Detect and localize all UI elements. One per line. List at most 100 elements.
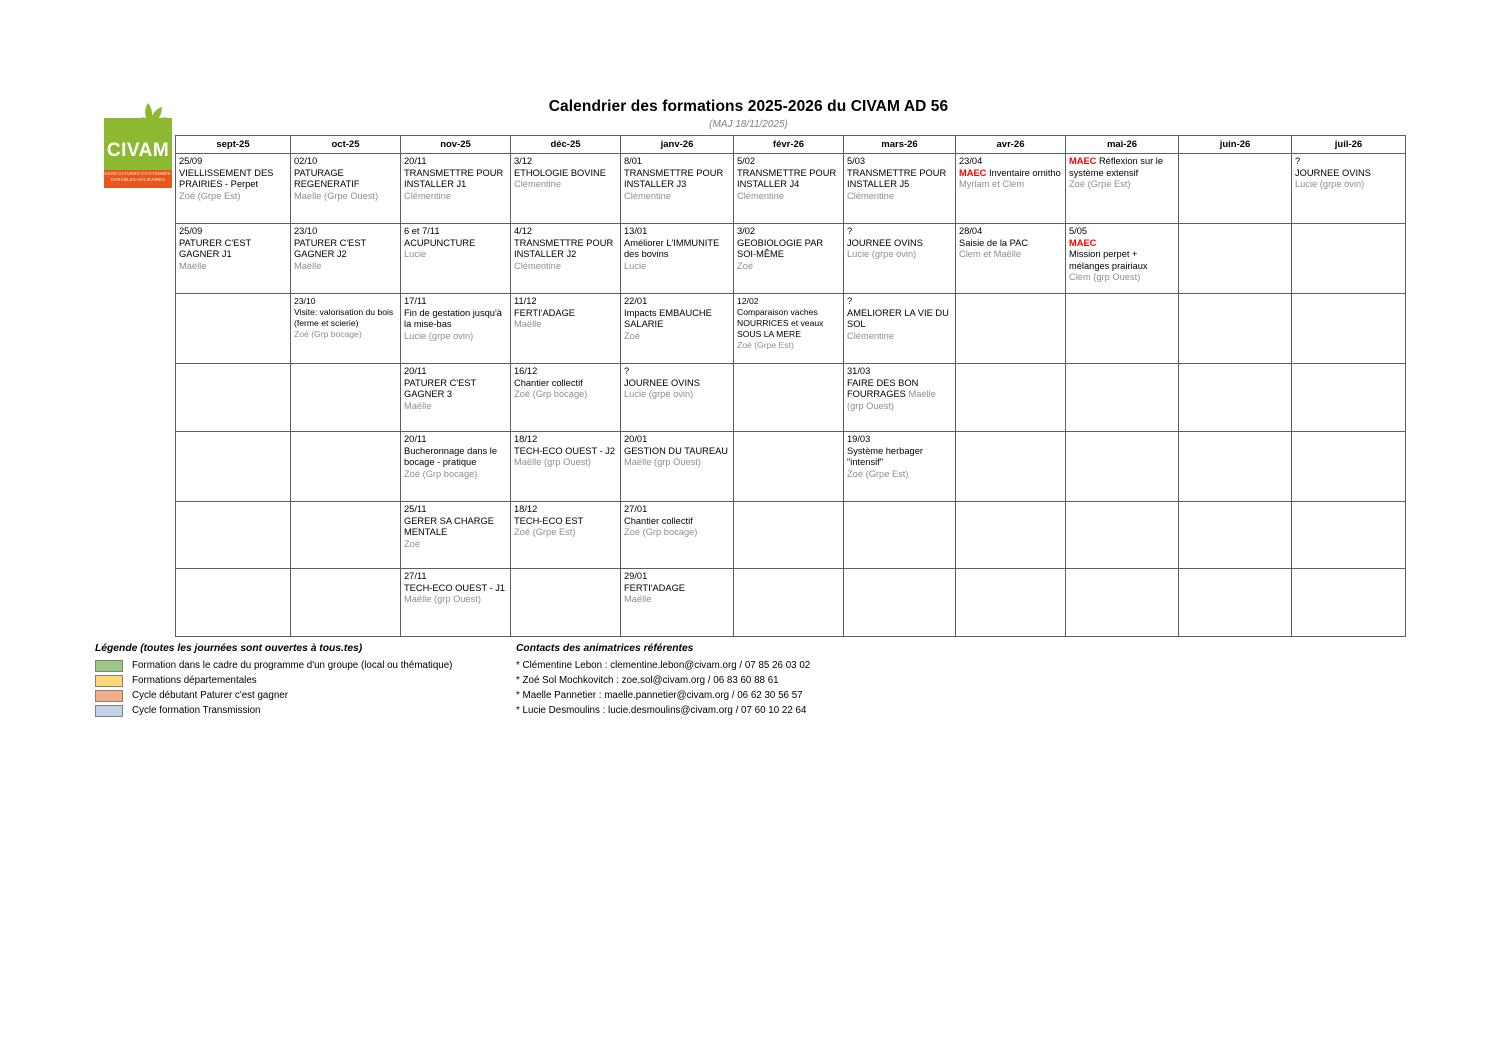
calendar-event-cell[interactable]: 27/01 Chantier collectif Zoé (Grp bocage) bbox=[620, 501, 734, 569]
calendar-event-cell[interactable]: 27/11 TECH-ECO OUEST - J1 Maëlle (grp Oues… bbox=[400, 568, 511, 637]
contact-item: * Lucie Desmoulins : lucie.desmoulins@ci… bbox=[516, 705, 807, 716]
calendar-event-cell[interactable]: 20/11 Bucheronnage dans le bocage - prati… bbox=[400, 431, 511, 502]
calendar-event-cell[interactable]: 25/09 PATURER C'EST GAGNER J1 Maëlle bbox=[175, 223, 291, 294]
legend-color-swatch-blue bbox=[95, 704, 123, 717]
contacts-block: Contacts des animatrices référentes * Cl… bbox=[516, 643, 1116, 718]
calendar-event-cell[interactable]: 23/10 PATURER C'EST GAGNER J2 Maëlle bbox=[290, 223, 401, 294]
calendar-event-cell[interactable]: 5/05 MAEC Mission perpet + mélanges prairi… bbox=[1065, 223, 1179, 294]
month-label: mars-26 bbox=[881, 139, 918, 150]
calendar-event-cell[interactable]: 17/11 Fin de gestation jusqu'à la mise-ba… bbox=[400, 293, 511, 364]
event-facilitator: Zoé bbox=[624, 330, 641, 341]
event-facilitator: Lucie (grpe ovin) bbox=[847, 249, 917, 260]
maec-badge: MAEC bbox=[1069, 237, 1097, 248]
legend-title: Légende (toutes les journées sont ouvert… bbox=[95, 643, 363, 654]
calendar-cell-empty bbox=[955, 501, 1066, 569]
calendar-event-cell[interactable]: 18/12 TECH-ECO OUEST - J2 Maëlle (grp Oues… bbox=[510, 431, 621, 502]
calendar-event-cell[interactable]: 20/11 PATURER C'EST GAGNER 3 Maëlle bbox=[400, 363, 511, 432]
calendar-cell-empty bbox=[1065, 431, 1179, 502]
calendar-event-cell[interactable]: 3/02 GEOBIOLOGIE PAR SOI-MÊME Zoé bbox=[733, 223, 844, 294]
contact-item: * Maelle Pannetier : maelle.pannetier@ci… bbox=[516, 690, 803, 701]
calendar-event-cell[interactable]: ? JOURNEE OVINS Lucie (grpe ovin) bbox=[843, 223, 956, 294]
calendar-cell-empty bbox=[955, 363, 1066, 432]
event-title: VIELLISSEMENT DES PRAIRIES - Perpet bbox=[179, 167, 274, 190]
calendar-cell-empty bbox=[1291, 363, 1406, 432]
event-facilitator: Lucie (grpé ovin) bbox=[624, 389, 694, 400]
calendar-container: sept-25 oct-25 nov-25 déc-25 janv-26 févr-26 m… bbox=[175, 135, 1406, 637]
event-date: 12/02 bbox=[737, 296, 759, 306]
calendar-event-cell[interactable]: ? JOURNEE OVINS Lucie (grpe ovin) bbox=[1291, 153, 1406, 224]
calendar-event-cell[interactable]: 13/01 Améliorer L'IMMUNITE des bovins Luci… bbox=[620, 223, 734, 294]
calendar-row: 23/10 Visite: valorisation du bois (ferme… bbox=[175, 293, 1406, 364]
calendar-cell-empty bbox=[1065, 293, 1179, 364]
calendar-cell-empty bbox=[1291, 568, 1406, 637]
calendar-event-cell[interactable]: ? JOURNEE OVINS Lucie (grpé ovin) bbox=[620, 363, 734, 432]
event-title: Comparaison vaches NOURRICES et veaux SO… bbox=[737, 307, 824, 339]
calendar-event-cell[interactable]: ? AMELIORER LA VIE DU SOL Clémentine bbox=[843, 293, 956, 364]
calendar-event-cell[interactable]: 19/03 Système herbager "intensif" Zoé (Grp… bbox=[843, 431, 956, 502]
calendar-event-cell[interactable]: 5/03 TRANSMETTRE POUR INSTALLER J5 Clément… bbox=[843, 153, 956, 224]
calendar-event-cell[interactable]: 4/12 TRANSMETTRE POUR INSTALLER J2 Clément… bbox=[510, 223, 621, 294]
event-facilitator: Zoé (Grpe Est) bbox=[737, 340, 794, 350]
calendar-event-cell[interactable]: 5/02 TRANSMETTRE POUR INSTALLER J4 Clément… bbox=[733, 153, 844, 224]
event-title: TRANSMETTRE POUR INSTALLER J2 bbox=[514, 237, 614, 260]
calendar-row: 25/09 PATURER C'EST GAGNER J1 Maëlle 23/10 P… bbox=[175, 223, 1406, 294]
event-title: GESTION DU TAUREAU bbox=[624, 445, 728, 456]
calendar-cell-empty bbox=[1291, 501, 1406, 569]
calendar-event-cell[interactable]: 8/01 TRANSMETTRE POUR INSTALLER J3 Clément… bbox=[620, 153, 734, 224]
event-title: Fin de gestation jusqu'à la mise-bas bbox=[404, 307, 502, 330]
event-title: ACUPUNCTURE bbox=[404, 237, 476, 248]
event-facilitator: Zoé bbox=[404, 538, 421, 549]
legend-label: Cycle débutant Paturer c'est gagner bbox=[132, 690, 288, 701]
event-facilitator: Clémentine bbox=[847, 190, 895, 201]
event-title-wrap: MAEC Réflexion sur le système extensif bbox=[1069, 156, 1175, 179]
calendar-event-cell[interactable]: 18/12 TECH-ECO EST Zoé (Grpe Est) bbox=[510, 501, 621, 569]
event-facilitator: Clem et Maëlle bbox=[959, 249, 1022, 260]
event-title: Impacts EMBAUCHE SALARIE bbox=[624, 307, 712, 330]
event-date: ? bbox=[847, 226, 853, 236]
calendar-cell-empty bbox=[733, 431, 844, 502]
calendar-event-cell[interactable]: 29/01 FERTI'ADAGE Maëlle bbox=[620, 568, 734, 637]
month-label: janv-26 bbox=[660, 139, 694, 150]
calendar-cell-empty bbox=[1178, 363, 1292, 432]
event-date: 29/01 bbox=[624, 571, 648, 581]
event-facilitator: Zoé (Grpe Est) bbox=[514, 527, 576, 538]
calendar-event-cell[interactable]: 28/04 Saisie de la PAC Clem et Maëlle bbox=[955, 223, 1066, 294]
event-title: JOURNEE OVINS bbox=[847, 237, 923, 248]
calendar-event-cell[interactable]: 3/12 ETHOLOGIE BOVINE Clémentine bbox=[510, 153, 621, 224]
month-label: juil-26 bbox=[1334, 139, 1363, 150]
event-title: Visite: valorisation du bois (ferme et s… bbox=[294, 307, 394, 328]
contacts-title: Contacts des animatrices référentes bbox=[516, 643, 694, 654]
calendar-event-cell[interactable]: 6 et 7/11 ACUPUNCTURE Lucie bbox=[400, 223, 511, 294]
leaf-sprout-icon bbox=[140, 103, 166, 133]
calendar-event-cell[interactable]: 31/03 FAIRE DES BON FOURRAGES Maëlle (grp… bbox=[843, 363, 956, 432]
calendar-cell-empty bbox=[175, 363, 291, 432]
calendar-event-cell[interactable]: 11/12 FERTI'ADAGE Maëlle bbox=[510, 293, 621, 364]
event-date: 3/12 bbox=[514, 156, 533, 166]
event-title: JOURNEE OVINS bbox=[624, 377, 700, 388]
maec-badge: MAEC bbox=[1069, 156, 1097, 166]
logo-tagline: AGRICULTURES-CITOYENNES-DURABLES-SOLIDAI… bbox=[104, 171, 172, 182]
calendar-event-cell[interactable]: 20/11 TRANSMETTRE POUR INSTALLER J1 Clémen… bbox=[400, 153, 511, 224]
event-date: 20/11 bbox=[404, 156, 427, 166]
calendar-event-cell[interactable]: MAEC Réflexion sur le système extensif Zo… bbox=[1065, 153, 1179, 224]
calendar-cell-empty bbox=[1065, 363, 1179, 432]
calendar-event-cell[interactable]: 20/01 GESTION DU TAUREAU Maëlle (grp Ouest… bbox=[620, 431, 734, 502]
calendar-cell-empty bbox=[290, 501, 401, 569]
calendar-cell-empty bbox=[1291, 293, 1406, 364]
event-date: 20/11 bbox=[404, 366, 427, 376]
calendar-event-cell[interactable]: 02/10 PATURAGE REGENERATIF Maelle (Grpe Ou… bbox=[290, 153, 401, 224]
event-date: 31/03 bbox=[847, 366, 871, 376]
calendar-event-cell[interactable]: 23/10 Visite: valorisation du bois (ferme… bbox=[290, 293, 401, 364]
event-title: TRANSMETTRE POUR INSTALLER J3 bbox=[624, 167, 724, 190]
calendar-event-cell[interactable]: 12/02 Comparaison vaches NOURRICES et vea… bbox=[733, 293, 844, 364]
calendar-event-cell[interactable]: 23/04 MAEC Inventaire ornitho Myriam et Cl… bbox=[955, 153, 1066, 224]
event-date: ? bbox=[847, 296, 853, 306]
legend-color-swatch-green bbox=[95, 659, 123, 672]
calendar-event-cell[interactable]: 25/11 GERER SA CHARGE MENTALE Zoé bbox=[400, 501, 511, 569]
calendar-event-cell[interactable]: 25/09 VIELLISSEMENT DES PRAIRIES - Perpet… bbox=[175, 153, 291, 224]
calendar-event-cell[interactable]: 22/01 Impacts EMBAUCHE SALARIE Zoé bbox=[620, 293, 734, 364]
event-date: 22/01 bbox=[624, 296, 648, 306]
calendar-cell-empty bbox=[1178, 293, 1292, 364]
calendar-month-header-avr-26: avr-26 bbox=[955, 135, 1066, 154]
calendar-event-cell[interactable]: 16/12 Chantier collectif Zoé (Grp bocage) bbox=[510, 363, 621, 432]
